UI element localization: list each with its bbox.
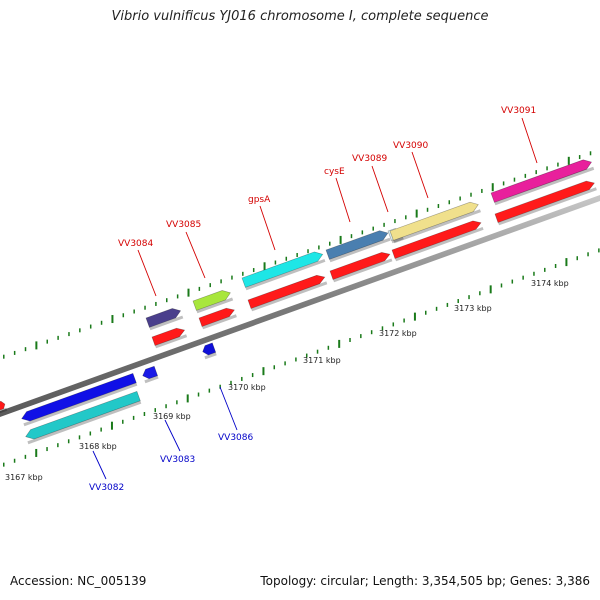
gene-VV3085 xyxy=(192,290,231,311)
label-leader-VV3085 xyxy=(185,231,206,279)
feature-layer xyxy=(0,159,597,445)
cds-feature-shadow xyxy=(202,314,237,330)
gene-label-VV3091: VV3091 xyxy=(501,106,536,116)
kbp-tick-label: 3169 kbp xyxy=(153,412,191,421)
cds-feature-shadow xyxy=(395,227,484,262)
kbp-tick-label: 3168 kbp xyxy=(79,442,117,451)
gene-VV3082-cds-shadow xyxy=(27,400,142,445)
gene-label-VV3089: VV3089 xyxy=(352,154,387,164)
gene-gpsA-shadow xyxy=(245,259,326,291)
label-leader-VV3086 xyxy=(219,386,238,431)
gene-label-VV3085: VV3085 xyxy=(166,220,201,230)
gene-VV3090 xyxy=(389,201,479,241)
gene-VV3086 xyxy=(202,342,217,356)
gene-VV3084 xyxy=(145,308,182,328)
label-leader-VV3091 xyxy=(521,117,538,164)
kbp-tick-label: 3174 kbp xyxy=(531,279,569,288)
page-title: Vibrio vulnificus YJ016 chromosome I, co… xyxy=(111,9,489,24)
kbp-tick-label: 3167 kbp xyxy=(5,473,43,482)
gene-VV3091-shadow xyxy=(494,166,595,206)
backbone-layer xyxy=(0,195,600,417)
gene-label-cysE: cysE xyxy=(324,167,345,177)
cds-feature-edge-shadow xyxy=(0,407,8,414)
gene-VV3084-shadow xyxy=(149,315,184,331)
cds-feature xyxy=(247,274,326,309)
cds-feature-edge xyxy=(0,400,6,411)
gene-VV3086-shadow xyxy=(204,352,217,360)
accession-text: Accession: NC_005139 xyxy=(10,574,147,588)
cds-feature xyxy=(329,252,391,280)
gene-label-VV3082: VV3082 xyxy=(89,483,124,493)
gene-VV3091 xyxy=(490,159,592,203)
cds-feature xyxy=(494,180,595,223)
kbp-tick-label: 3171 kbp xyxy=(303,356,341,365)
gene-label-VV3084: VV3084 xyxy=(118,239,153,249)
chromosome-backbone xyxy=(0,195,600,417)
label-leader-VV3089 xyxy=(371,165,389,213)
gene-label-VV3090: VV3090 xyxy=(393,141,428,151)
gene-VV3090-shadow xyxy=(393,209,481,244)
cds-feature xyxy=(198,307,235,327)
gene-VV3085-shadow xyxy=(196,297,234,314)
gene-VV3083 xyxy=(142,365,158,380)
gene-gpsA xyxy=(241,251,324,288)
label-leader-VV3083 xyxy=(164,419,181,452)
gene-label-VV3083: VV3083 xyxy=(160,455,195,465)
cds-feature-shadow xyxy=(498,187,597,226)
gene-VV3083-shadow xyxy=(144,375,159,384)
gene-VV3089-shadow xyxy=(391,236,404,244)
label-layer: 3167 kbp 3168 kbp 3169 kbp 3170 kbp 3171 kbp… xyxy=(5,106,569,493)
gene-VV3082-shadow xyxy=(23,382,138,427)
kbp-tick-label: 3170 kbp xyxy=(228,383,266,392)
kbp-tick-label: 3172 kbp xyxy=(379,329,417,338)
tick-layer xyxy=(3,151,600,467)
gene-cysE-shadow xyxy=(329,237,391,263)
label-leader-VV3090 xyxy=(411,151,429,199)
cds-feature-shadow xyxy=(333,258,393,283)
cds-feature xyxy=(151,327,186,346)
cds-feature xyxy=(391,220,482,259)
cds-feature-shadow xyxy=(251,281,328,312)
gene-VV3082 xyxy=(21,373,137,422)
label-leader-cysE xyxy=(335,177,351,223)
gene-label-VV3086: VV3086 xyxy=(218,433,253,443)
gene-VV3082-cds xyxy=(25,391,141,440)
gene-label-gpsA: gpsA xyxy=(248,195,271,205)
kbp-tick-label: 3173 kbp xyxy=(454,304,492,313)
cds-feature-shadow xyxy=(155,334,188,349)
topology-summary-text: Topology: circular; Length: 3,354,505 bp… xyxy=(260,574,590,588)
gene-cysE xyxy=(325,230,389,260)
label-leader-VV3082 xyxy=(92,450,107,480)
label-leader-gpsA xyxy=(259,205,276,251)
label-leader-VV3084 xyxy=(137,249,157,297)
